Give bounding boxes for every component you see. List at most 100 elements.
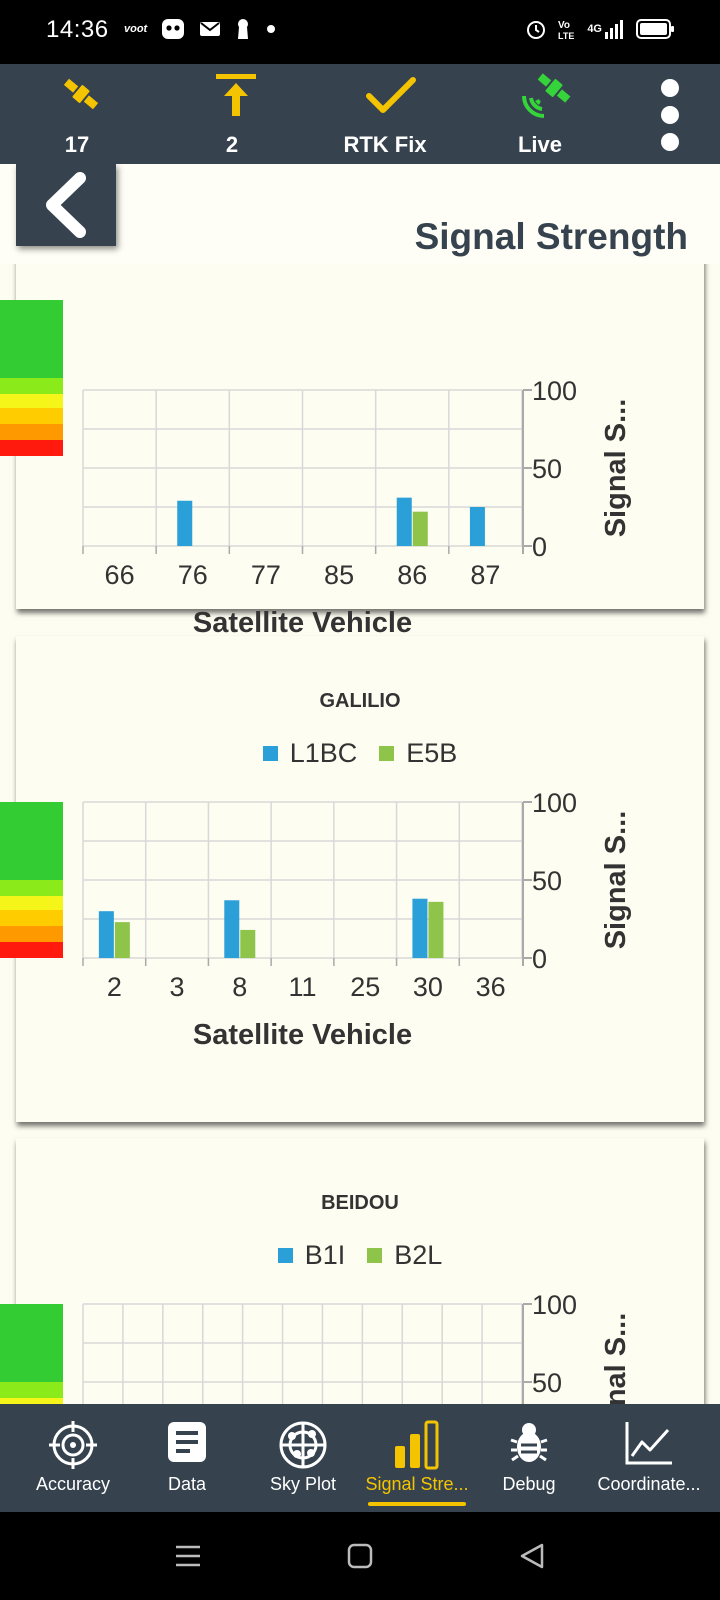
- satellite-signal-icon: [522, 73, 571, 118]
- x-axis-title: Satellite Vehicle: [193, 607, 412, 639]
- bar-8-s0: [224, 900, 240, 958]
- system-navigation: [0, 1512, 720, 1600]
- voot-app-badge: voot: [124, 23, 148, 35]
- bar-2-s1: [114, 922, 130, 958]
- legend-item-b2l: B2L: [367, 1240, 442, 1271]
- stream-status-label: Live: [517, 132, 563, 157]
- satellite-icon: [63, 78, 99, 110]
- content-area: 100 50 0 Signal S... 66 76 77 85 86 87 Satellite V…: [0, 164, 720, 1404]
- y-tick-label-0: 100: [532, 788, 577, 818]
- bar-chart-icon: [395, 1420, 439, 1470]
- x-tick-label-87: 87: [470, 560, 500, 590]
- chart-title-galileo: GALILIO: [319, 690, 401, 712]
- svg-text:LTE: LTE: [558, 31, 574, 40]
- sky-plot-icon: [279, 1421, 327, 1469]
- legend-label-e5b: E5B: [406, 738, 458, 768]
- legend-swatch-b1i: [277, 1248, 293, 1263]
- signal-chart-1: 100 50 0 Signal S... 66 76 77 85 86 87 Satellite V…: [82, 376, 632, 639]
- y-tick-label-0: 100: [532, 376, 577, 406]
- status-bar: 14:36 voot Vo LTE 4G: [0, 0, 720, 64]
- home-icon[interactable]: [346, 1542, 374, 1570]
- x-tick-label-85: 85: [324, 560, 354, 590]
- notification-icons: voot: [124, 18, 277, 40]
- svg-text:Vo: Vo: [558, 20, 570, 31]
- x-tick-label-3: 3: [170, 972, 185, 1002]
- nav-label-signal-strength: Signal Stre...: [365, 1474, 469, 1494]
- legend-label-b2l: B2L: [394, 1240, 443, 1270]
- fix-status-label: RTK Fix: [343, 132, 427, 157]
- legend-beidou: B1I B2L: [16, 1240, 704, 1271]
- nav-label-debug: Debug: [502, 1474, 556, 1494]
- dot-icon: [267, 25, 276, 33]
- x-tick-label-76: 76: [178, 560, 208, 590]
- nav-label-data: Data: [167, 1474, 207, 1494]
- nav-label-coordinates: Coordinate...: [597, 1474, 701, 1494]
- network-type: 4G: [587, 23, 602, 35]
- x-tick-label-8: 8: [232, 972, 247, 1002]
- nav-signal-strength[interactable]: Signal Stre...: [362, 1404, 472, 1512]
- status-time: 14:36: [46, 16, 109, 43]
- y-axis-title: Signal S...: [600, 811, 632, 950]
- nav-label-accuracy: Accuracy: [35, 1474, 111, 1494]
- legend-label-l1bc: L1BC: [289, 738, 358, 768]
- bar-2-s0: [98, 911, 114, 958]
- chart-card-1: 100 50 0 Signal S... 66 76 77 85 86 87 Satellite V…: [16, 254, 704, 639]
- stream-status-indicator[interactable]: Live: [475, 64, 605, 164]
- line-chart-icon: [625, 1422, 672, 1465]
- back-button[interactable]: [16, 164, 116, 246]
- document-icon: [168, 1422, 206, 1462]
- y-tick-label-2: 0: [532, 944, 547, 974]
- legend-swatch-l1bc: [262, 746, 278, 761]
- app-face-icon: [162, 19, 185, 39]
- x-tick-label-36: 36: [476, 972, 506, 1002]
- bug-icon: [510, 1423, 548, 1462]
- more-options-icon[interactable]: [655, 78, 685, 152]
- x-tick-label-30: 30: [413, 972, 443, 1002]
- nav-label-sky-plot: Sky Plot: [269, 1474, 337, 1494]
- chart-card-galileo: GALILIO L1BC E5B 100 50 0 Signal S... 2 3 8 11 2…: [16, 636, 704, 1122]
- chevron-left-icon: [46, 172, 86, 238]
- y-axis-title: Signal S...: [600, 1313, 632, 1404]
- system-status-icons: Vo LTE 4G: [525, 18, 676, 40]
- strength-scale-1: [0, 300, 63, 456]
- crosshair-icon: [49, 1421, 97, 1469]
- y-tick-label-2: 0: [532, 532, 547, 562]
- legend-item-e5b: E5B: [379, 738, 457, 769]
- y-tick-label-1: 50: [532, 454, 562, 484]
- active-tab-indicator: [368, 1502, 466, 1506]
- satellites-indicator[interactable]: 17: [12, 64, 142, 164]
- x-tick-label-25: 25: [350, 972, 380, 1002]
- legend-item-b1i: B1I: [277, 1240, 346, 1271]
- legend-item-l1bc: L1BC: [262, 738, 358, 769]
- legend-label-b1i: B1I: [304, 1240, 346, 1270]
- y-tick-label-1: 50: [532, 1368, 562, 1398]
- page-header: [0, 164, 720, 264]
- signal-chart-galileo: 100 50 0 Signal S... 2 3 8 11 25 30 36 Satellite Ve…: [82, 788, 632, 1051]
- antenna-height-indicator[interactable]: 2: [167, 64, 297, 164]
- bar-86-s1: [412, 511, 428, 546]
- alarm-icon: [527, 21, 546, 39]
- nav-coordinates[interactable]: Coordinate...: [584, 1404, 714, 1512]
- signal-icon: [605, 20, 623, 39]
- bar-87-s0: [469, 507, 485, 546]
- legend-swatch-b2l: [367, 1248, 383, 1263]
- satellite-count: 17: [64, 132, 90, 157]
- nav-accuracy[interactable]: Accuracy: [14, 1404, 132, 1512]
- antenna-height-icon: [216, 74, 256, 116]
- nav-sky-plot[interactable]: Sky Plot: [244, 1404, 362, 1512]
- check-icon: [366, 77, 416, 113]
- mail-icon: [200, 22, 221, 36]
- fix-status-indicator[interactable]: RTK Fix: [320, 64, 450, 164]
- nav-debug[interactable]: Debug: [474, 1404, 584, 1512]
- nav-data[interactable]: Data: [132, 1404, 242, 1512]
- bar-8-s1: [240, 929, 256, 958]
- battery-icon: [636, 19, 674, 39]
- recent-apps-icon[interactable]: [174, 1542, 202, 1570]
- x-tick-label-86: 86: [397, 560, 427, 590]
- back-nav-icon[interactable]: [518, 1542, 546, 1570]
- strength-scale-2: [0, 802, 63, 958]
- bar-30-s0: [412, 898, 428, 958]
